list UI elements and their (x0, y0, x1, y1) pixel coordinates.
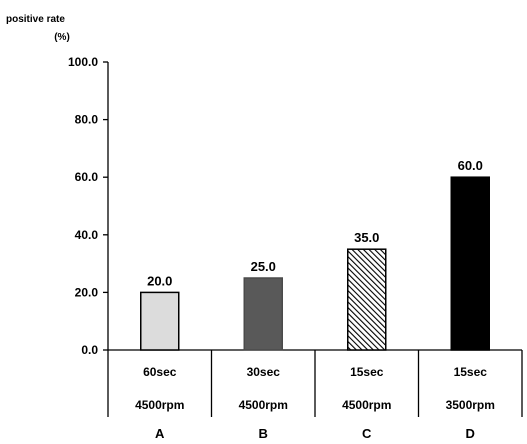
y-tick-label: 100.0 (68, 55, 98, 69)
data-label-A: 20.0 (147, 273, 172, 288)
category-cell-B: 4500rpm (239, 398, 288, 412)
bar-C (347, 248, 387, 351)
category-cell-C: 4500rpm (342, 398, 391, 412)
category-letter-C: C (362, 426, 372, 441)
bar-A (140, 291, 180, 351)
bars (140, 176, 490, 351)
y-tick-label: 20.0 (75, 285, 99, 299)
category-cell-D: 15sec (454, 365, 488, 379)
y-tick-label: 60.0 (75, 170, 99, 184)
category-letter-D: D (466, 426, 475, 441)
y-axis-ticks: 0.0 20.0 40.0 60.0 80.0 100.0 (68, 55, 108, 357)
data-label-B: 25.0 (251, 259, 276, 274)
category-letter-A: A (155, 426, 165, 441)
bar-D (450, 176, 490, 351)
y-tick-label: 0.0 (81, 343, 98, 357)
category-cell-A: 4500rpm (135, 398, 184, 412)
bar-B (243, 277, 283, 351)
category-letter-B: B (259, 426, 268, 441)
category-table: 60sec 30sec 15sec 15sec 4500rpm 4500rpm 4500rp… (107, 350, 523, 441)
category-cell-D: 3500rpm (446, 398, 495, 412)
category-cell-C: 15sec (350, 365, 384, 379)
category-cell-B: 30sec (247, 365, 281, 379)
category-cell-A: 60sec (143, 365, 177, 379)
y-tick-label: 40.0 (75, 228, 99, 242)
data-labels: 20.0 25.0 35.0 60.0 (147, 158, 483, 288)
data-label-C: 35.0 (354, 230, 379, 245)
y-tick-label: 80.0 (75, 113, 99, 127)
y-axis-title-line-1: positive rate (6, 14, 65, 25)
data-label-D: 60.0 (458, 158, 483, 173)
y-axis-title-line-2: (%) (54, 32, 70, 43)
